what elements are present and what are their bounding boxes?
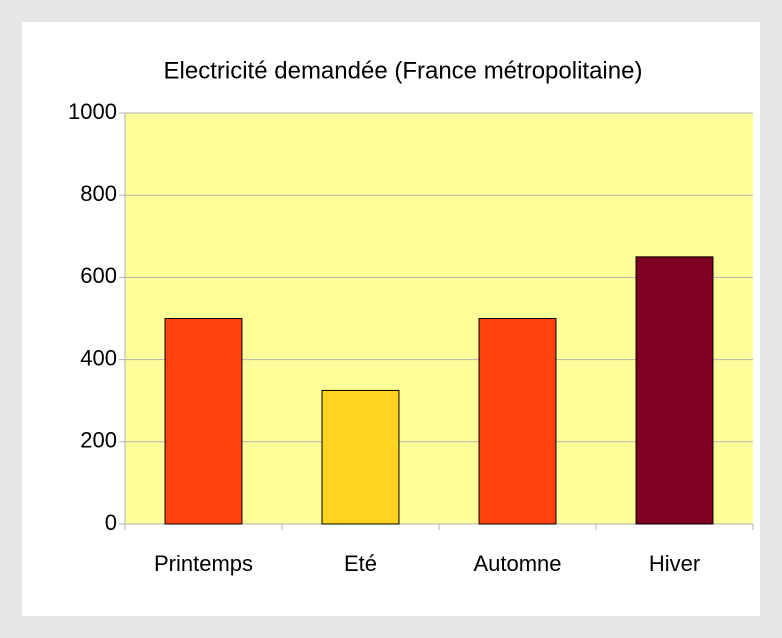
bar bbox=[478, 318, 557, 525]
y-tick-label: 400 bbox=[80, 345, 117, 370]
y-tick-label: 800 bbox=[80, 181, 117, 206]
bar bbox=[164, 318, 243, 525]
bar bbox=[635, 256, 714, 525]
chart-title: Electricité demandée (France métropolita… bbox=[164, 57, 643, 84]
y-tick-label: 200 bbox=[80, 428, 117, 453]
y-tick-label: 0 bbox=[105, 510, 117, 535]
y-tick-label: 1000 bbox=[68, 99, 117, 124]
x-tick-label: Eté bbox=[344, 551, 377, 576]
x-tick-label: Automne bbox=[473, 551, 561, 576]
bar bbox=[321, 389, 400, 525]
x-tick-label: Printemps bbox=[154, 551, 253, 576]
x-tick-label: Hiver bbox=[649, 551, 700, 576]
y-tick-label: 600 bbox=[80, 263, 117, 288]
